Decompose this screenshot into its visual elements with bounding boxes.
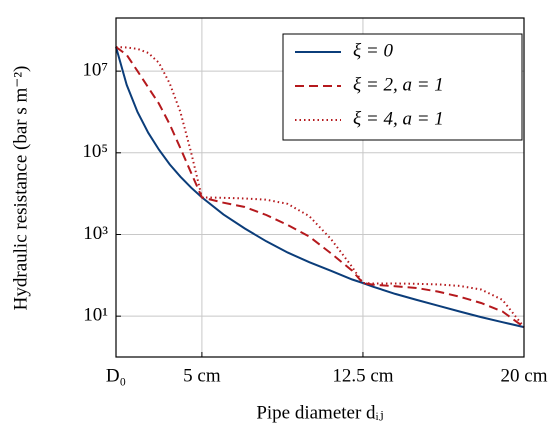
x-axis-label: Pipe diameter dᵢⱼ [256, 402, 383, 423]
y-tick-label: 10⁵ [82, 141, 108, 162]
y-tick-label: 10¹ [83, 305, 108, 326]
x-tick-label: 5 cm [183, 365, 221, 386]
x-tick-label: 12.5 cm [332, 365, 393, 386]
data-line [115, 46, 525, 328]
data-line [115, 46, 525, 329]
y-tick-label: 10⁷ [82, 59, 108, 80]
x-tick-label: 20 cm [501, 365, 548, 386]
y-axis-label: Hydraulic resistance (bar s m⁻²) [10, 66, 31, 311]
legend-label: ξ = 4, a = 1 [353, 108, 444, 129]
legend-label: ξ = 2, a = 1 [353, 74, 444, 95]
data-line [115, 46, 525, 328]
legend-label: ξ = 0 [353, 40, 393, 61]
y-tick-label: 10³ [83, 223, 108, 244]
x-tick-label: D₀ [106, 365, 126, 386]
plot-frame [115, 17, 525, 358]
